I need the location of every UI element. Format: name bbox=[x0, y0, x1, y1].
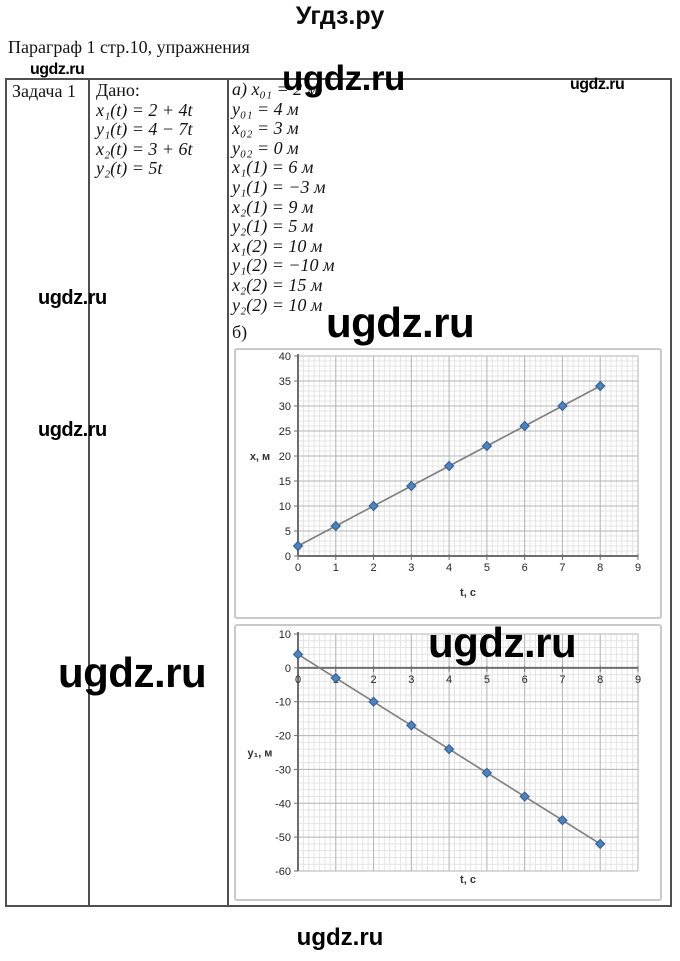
y-coordinate-time-chart: 100-10-20-30-40-50-600123456789t, су₁, м bbox=[234, 624, 662, 901]
svg-text:у₁, м: у₁, м bbox=[248, 748, 273, 760]
solution-line: x₁(2) = 10 м bbox=[232, 235, 323, 256]
solution-line: y₀₂ = 0 м bbox=[232, 137, 299, 158]
svg-text:х, м: х, м bbox=[250, 451, 270, 463]
svg-text:5: 5 bbox=[484, 674, 490, 686]
watermark: ugdz.ru bbox=[282, 59, 405, 98]
svg-text:25: 25 bbox=[279, 426, 291, 438]
svg-text:-20: -20 bbox=[275, 731, 291, 743]
watermark: ugdz.ru bbox=[38, 287, 107, 309]
svg-text:10: 10 bbox=[279, 629, 291, 641]
watermark: ugdz.ru bbox=[58, 649, 207, 696]
watermark: ugdz.ru bbox=[428, 619, 577, 666]
given-equation: x₁(t) = 2 + 4t bbox=[96, 99, 193, 120]
svg-text:4: 4 bbox=[446, 674, 452, 686]
position-time-chart-plot: 0 5 10 15 20 25 30 35 40 0 1 2 3 4 5 6 7 8 9 t, с х, м bbox=[250, 351, 641, 599]
svg-text:0: 0 bbox=[285, 663, 291, 675]
svg-text:8: 8 bbox=[597, 674, 603, 686]
page-title: Угдз.ру bbox=[295, 2, 385, 30]
svg-text:40: 40 bbox=[279, 351, 291, 363]
solution-line: y₁(1) = −3 м bbox=[232, 176, 326, 197]
solution-table bbox=[5, 78, 672, 907]
svg-text:15: 15 bbox=[279, 476, 291, 488]
svg-text:10: 10 bbox=[279, 501, 291, 513]
part-b-label: б) bbox=[232, 322, 248, 343]
solution-line: y₀₁ = 4 м bbox=[232, 98, 299, 119]
given-cell: Дано: x₁(t) = 2 + 4t y₁(t) = 4 − 7t x₂(t) … bbox=[96, 80, 226, 179]
svg-text:3: 3 bbox=[408, 562, 414, 574]
svg-text:t, с: t, с bbox=[460, 874, 476, 886]
solution-line: x₁(1) = 6 м bbox=[232, 157, 314, 178]
svg-text:20: 20 bbox=[279, 451, 291, 463]
svg-text:6: 6 bbox=[522, 562, 528, 574]
svg-text:t, с: t, с bbox=[460, 587, 476, 599]
solution-line: x₀₂ = 3 м bbox=[232, 118, 299, 139]
watermark: ugdz.ru bbox=[30, 61, 85, 78]
svg-text:35: 35 bbox=[279, 376, 291, 388]
svg-text:0: 0 bbox=[285, 551, 291, 563]
given-equation: x₂(t) = 3 + 6t bbox=[96, 138, 193, 159]
svg-text:1: 1 bbox=[333, 562, 339, 574]
watermark: ugdz.ru bbox=[326, 299, 475, 346]
given-equation: y₁(t) = 4 − 7t bbox=[96, 119, 193, 139]
svg-text:2: 2 bbox=[370, 674, 376, 686]
svg-text:-30: -30 bbox=[275, 764, 291, 776]
svg-text:0: 0 bbox=[295, 562, 301, 574]
exercise-subtitle: Параграф 1 стр.10, упражнения bbox=[8, 37, 250, 57]
svg-text:5: 5 bbox=[285, 526, 291, 538]
column-divider-1 bbox=[88, 80, 90, 905]
svg-text:-40: -40 bbox=[275, 798, 291, 810]
given-equations: x₁(t) = 2 + 4t y₁(t) = 4 − 7t x₂(t) = 3 + … bbox=[96, 99, 226, 179]
solution-line: а) x₀₁ = 2 м bbox=[232, 79, 319, 99]
solution-line: x₂(2) = 15 м bbox=[232, 274, 323, 295]
y-coordinate-time-chart-plot: 100-10-20-30-40-50-600123456789t, су₁, м bbox=[248, 629, 642, 886]
solution-line: y₂(2) = 10 м bbox=[232, 294, 323, 315]
watermark: ugdz.ru bbox=[570, 76, 625, 93]
svg-text:3: 3 bbox=[408, 674, 414, 686]
svg-text:7: 7 bbox=[559, 674, 565, 686]
solution-line: y₁(2) = −10 м bbox=[232, 255, 335, 276]
svg-text:7: 7 bbox=[559, 562, 565, 574]
svg-text:-10: -10 bbox=[275, 697, 291, 709]
svg-text:8: 8 bbox=[597, 562, 603, 574]
task-label: Задача 1 bbox=[12, 81, 76, 101]
svg-text:9: 9 bbox=[635, 674, 641, 686]
svg-text:4: 4 bbox=[446, 562, 452, 574]
solution-line: y₂(1) = 5 м bbox=[232, 216, 314, 237]
solution-line: x₂(1) = 9 м bbox=[232, 196, 314, 217]
svg-text:5: 5 bbox=[484, 562, 490, 574]
given-equation: y₂(t) = 5t bbox=[96, 158, 163, 178]
svg-text:2: 2 bbox=[370, 562, 376, 574]
svg-text:-50: -50 bbox=[275, 832, 291, 844]
column-divider-2 bbox=[227, 80, 229, 905]
svg-text:30: 30 bbox=[279, 401, 291, 413]
footer-watermark: ugdz.ru bbox=[296, 924, 384, 951]
position-time-chart: 0 5 10 15 20 25 30 35 40 0 1 2 3 4 5 6 7 8 9 t, с х, м bbox=[234, 348, 662, 619]
svg-text:9: 9 bbox=[635, 562, 641, 574]
given-header: Дано: bbox=[96, 80, 140, 100]
watermark: ugdz.ru bbox=[38, 419, 107, 441]
svg-text:0: 0 bbox=[295, 674, 301, 686]
svg-text:-60: -60 bbox=[275, 866, 291, 878]
svg-text:6: 6 bbox=[522, 674, 528, 686]
